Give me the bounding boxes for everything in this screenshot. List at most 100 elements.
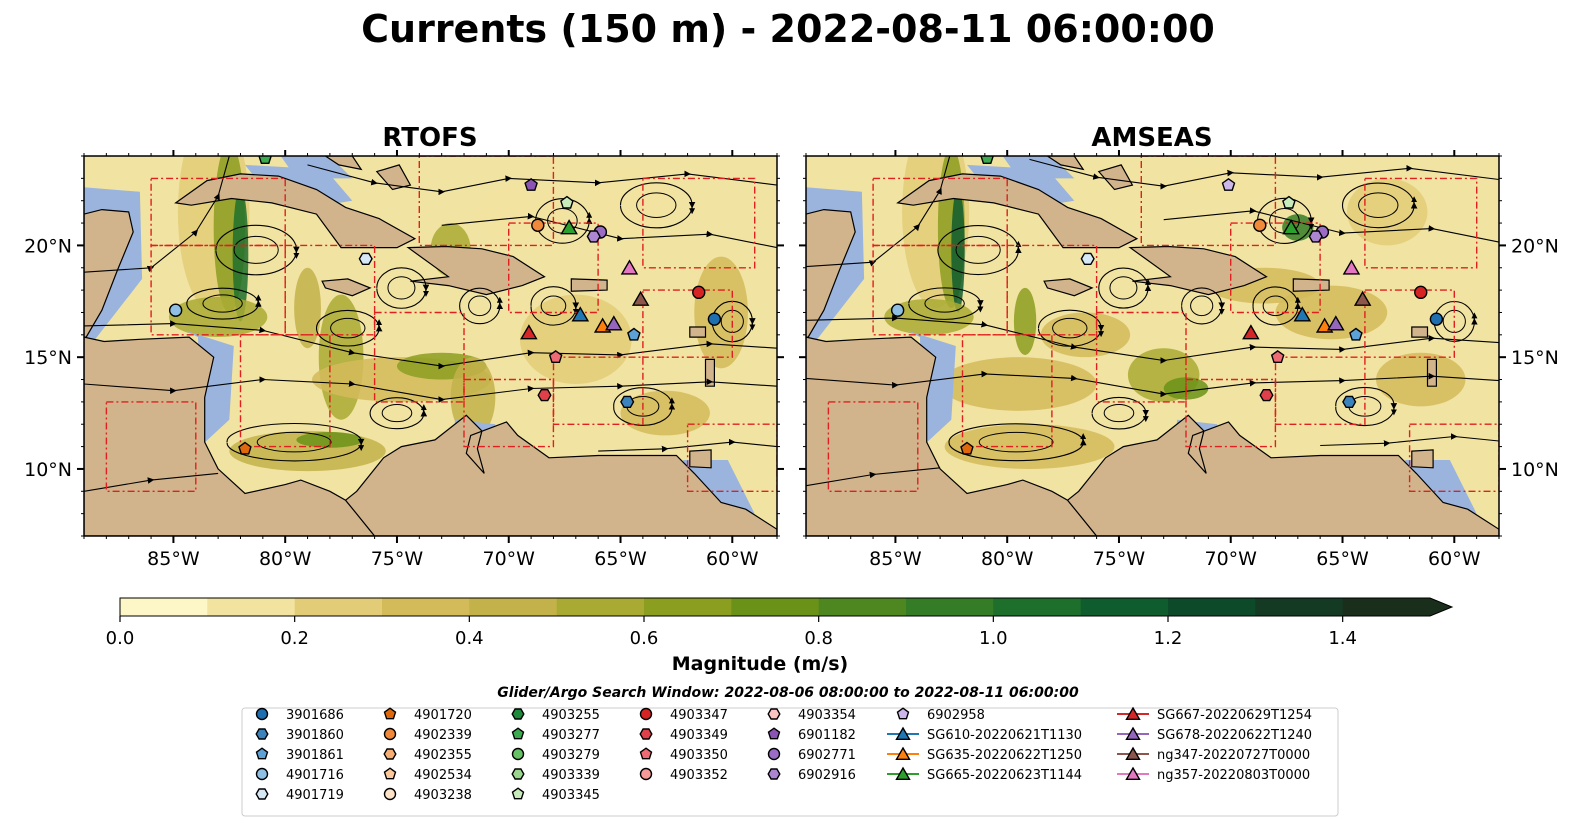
legend-label: 4903350 — [670, 748, 728, 763]
marker-4903347 — [692, 285, 706, 300]
legend-entry: 4903347 — [639, 707, 728, 723]
streamline-flow — [1163, 207, 1499, 243]
colorbar-swatch — [1168, 598, 1256, 616]
legend-label: 6902771 — [798, 748, 856, 763]
lon-tick-label: 65°W — [594, 548, 647, 570]
land-jamaica — [1043, 278, 1094, 297]
streamline-flow — [806, 314, 1499, 364]
marker-SG678-20220622T1240 — [604, 315, 623, 331]
colorbar-swatch — [556, 598, 645, 616]
colorbar-swatch — [818, 598, 907, 616]
marker-6902958 — [1221, 177, 1236, 191]
legend-entry: 3901686 — [255, 707, 344, 723]
marker-4903345 — [560, 195, 574, 209]
streamline-flow — [307, 164, 777, 196]
grid-box — [418, 156, 555, 247]
legend-entry: 4903352 — [639, 767, 728, 783]
legend-label: 4903354 — [798, 708, 856, 723]
marker-4902339 — [531, 218, 545, 232]
legend-label: 4903238 — [414, 788, 472, 803]
speed-zone — [475, 185, 565, 239]
legend-hexagon-icon — [255, 788, 269, 800]
speed-zone — [940, 357, 1097, 411]
colorbar-swatch — [1255, 598, 1344, 616]
marker-3901861 — [627, 327, 641, 341]
legend-entry: 3901860 — [255, 728, 344, 743]
streamline-inner — [233, 235, 279, 264]
legend-triangle-icon — [1125, 726, 1141, 740]
streamline-inner — [1109, 276, 1138, 300]
marker-3901860 — [1342, 395, 1357, 408]
grid-box — [552, 356, 644, 426]
streamline-inner — [256, 431, 332, 453]
streamline-flow — [84, 320, 777, 370]
land-southam — [344, 414, 777, 536]
legend-label: 6902958 — [927, 708, 985, 723]
marker-4903277 — [258, 156, 272, 165]
marker-4901716 — [168, 303, 183, 317]
land-lesser1 — [1411, 326, 1429, 338]
legend-circle-icon — [767, 747, 781, 761]
grid-box — [961, 334, 1053, 448]
marker-6902916 — [586, 230, 601, 243]
legend-entry: 4903339 — [511, 768, 600, 783]
platform-markers — [168, 156, 722, 455]
marker-4903350 — [548, 350, 563, 363]
axis-ticks: 85°W 80°W 75°W 70°W 65°W 60°W 20°N 15°N 10°N — [24, 150, 784, 570]
streamline-flow — [598, 438, 777, 453]
colorbar-tick-label: 1.2 — [1154, 628, 1183, 649]
legend-label: 3901861 — [286, 748, 344, 763]
legend-entry: 4901719 — [255, 788, 344, 803]
legend-label: 4902355 — [414, 748, 472, 763]
marker-3901686 — [707, 312, 722, 326]
legend-pentagon-icon — [383, 707, 397, 720]
marker-3901686 — [1429, 312, 1444, 326]
streamlines — [84, 156, 777, 492]
legend-label: 4903277 — [542, 728, 600, 743]
marker-4901716 — [890, 303, 905, 317]
lon-tick-label: 70°W — [1205, 548, 1258, 570]
speed-zone — [232, 187, 249, 322]
legend-hexagon-icon — [383, 748, 397, 760]
lon-tick-label: 70°W — [483, 548, 536, 570]
colorbar-tick-label: 0.0 — [106, 628, 135, 649]
legend-label: 4903345 — [542, 788, 600, 803]
land-lesser2 — [1426, 358, 1438, 387]
legend-label: 4903255 — [542, 708, 600, 723]
legend-entry: 4903255 — [511, 708, 600, 723]
legend-label: 4903339 — [542, 768, 600, 783]
colorbar-outline — [119, 597, 1454, 617]
panel-title-rtofs: RTOFS — [382, 123, 477, 153]
legend-label: 4903349 — [670, 728, 728, 743]
streamline-flow — [84, 156, 230, 273]
legend-pentagon-icon — [767, 727, 781, 740]
lat-tick-label: 20°N — [24, 235, 72, 257]
legend-hexagon-icon — [255, 728, 269, 740]
land-hispaniola — [406, 245, 546, 296]
streamline-inner — [1103, 403, 1135, 423]
legend-label: ng357-20220803T0000 — [1157, 768, 1310, 783]
marker-4903345 — [1282, 195, 1296, 209]
streamline-inner — [202, 294, 243, 313]
legend-triangle-icon — [895, 746, 911, 760]
speed-zone — [318, 294, 364, 420]
grid-box — [642, 177, 756, 269]
grid-box — [150, 177, 286, 247]
lon-tick-label: 85°W — [869, 548, 922, 570]
lon-tick-label: 60°W — [706, 548, 759, 570]
land-bahamas — [1046, 156, 1085, 171]
streamline-flow — [84, 376, 777, 403]
legend-entry: 4903349 — [639, 728, 728, 743]
streamlines — [806, 156, 1499, 487]
marker-6902916 — [1308, 230, 1323, 243]
legend-hexagon-icon — [639, 728, 653, 740]
streamline-inner — [387, 276, 416, 300]
legend-entry: 4903277 — [511, 727, 600, 743]
legend-entry: 4903345 — [511, 787, 600, 803]
legend-label: SG665-20220623T1144 — [927, 768, 1082, 783]
speed-zone — [1013, 287, 1037, 355]
map-rtofs-plot-area — [84, 156, 777, 536]
colorbar-ticks: 0.0 0.2 0.4 0.6 0.8 1.0 1.2 1.4 — [106, 616, 1357, 649]
legend-triangle-icon — [895, 766, 911, 780]
legend-items: 3901686 3901860 3901861 4901716 4901719 49017… — [255, 706, 1312, 803]
